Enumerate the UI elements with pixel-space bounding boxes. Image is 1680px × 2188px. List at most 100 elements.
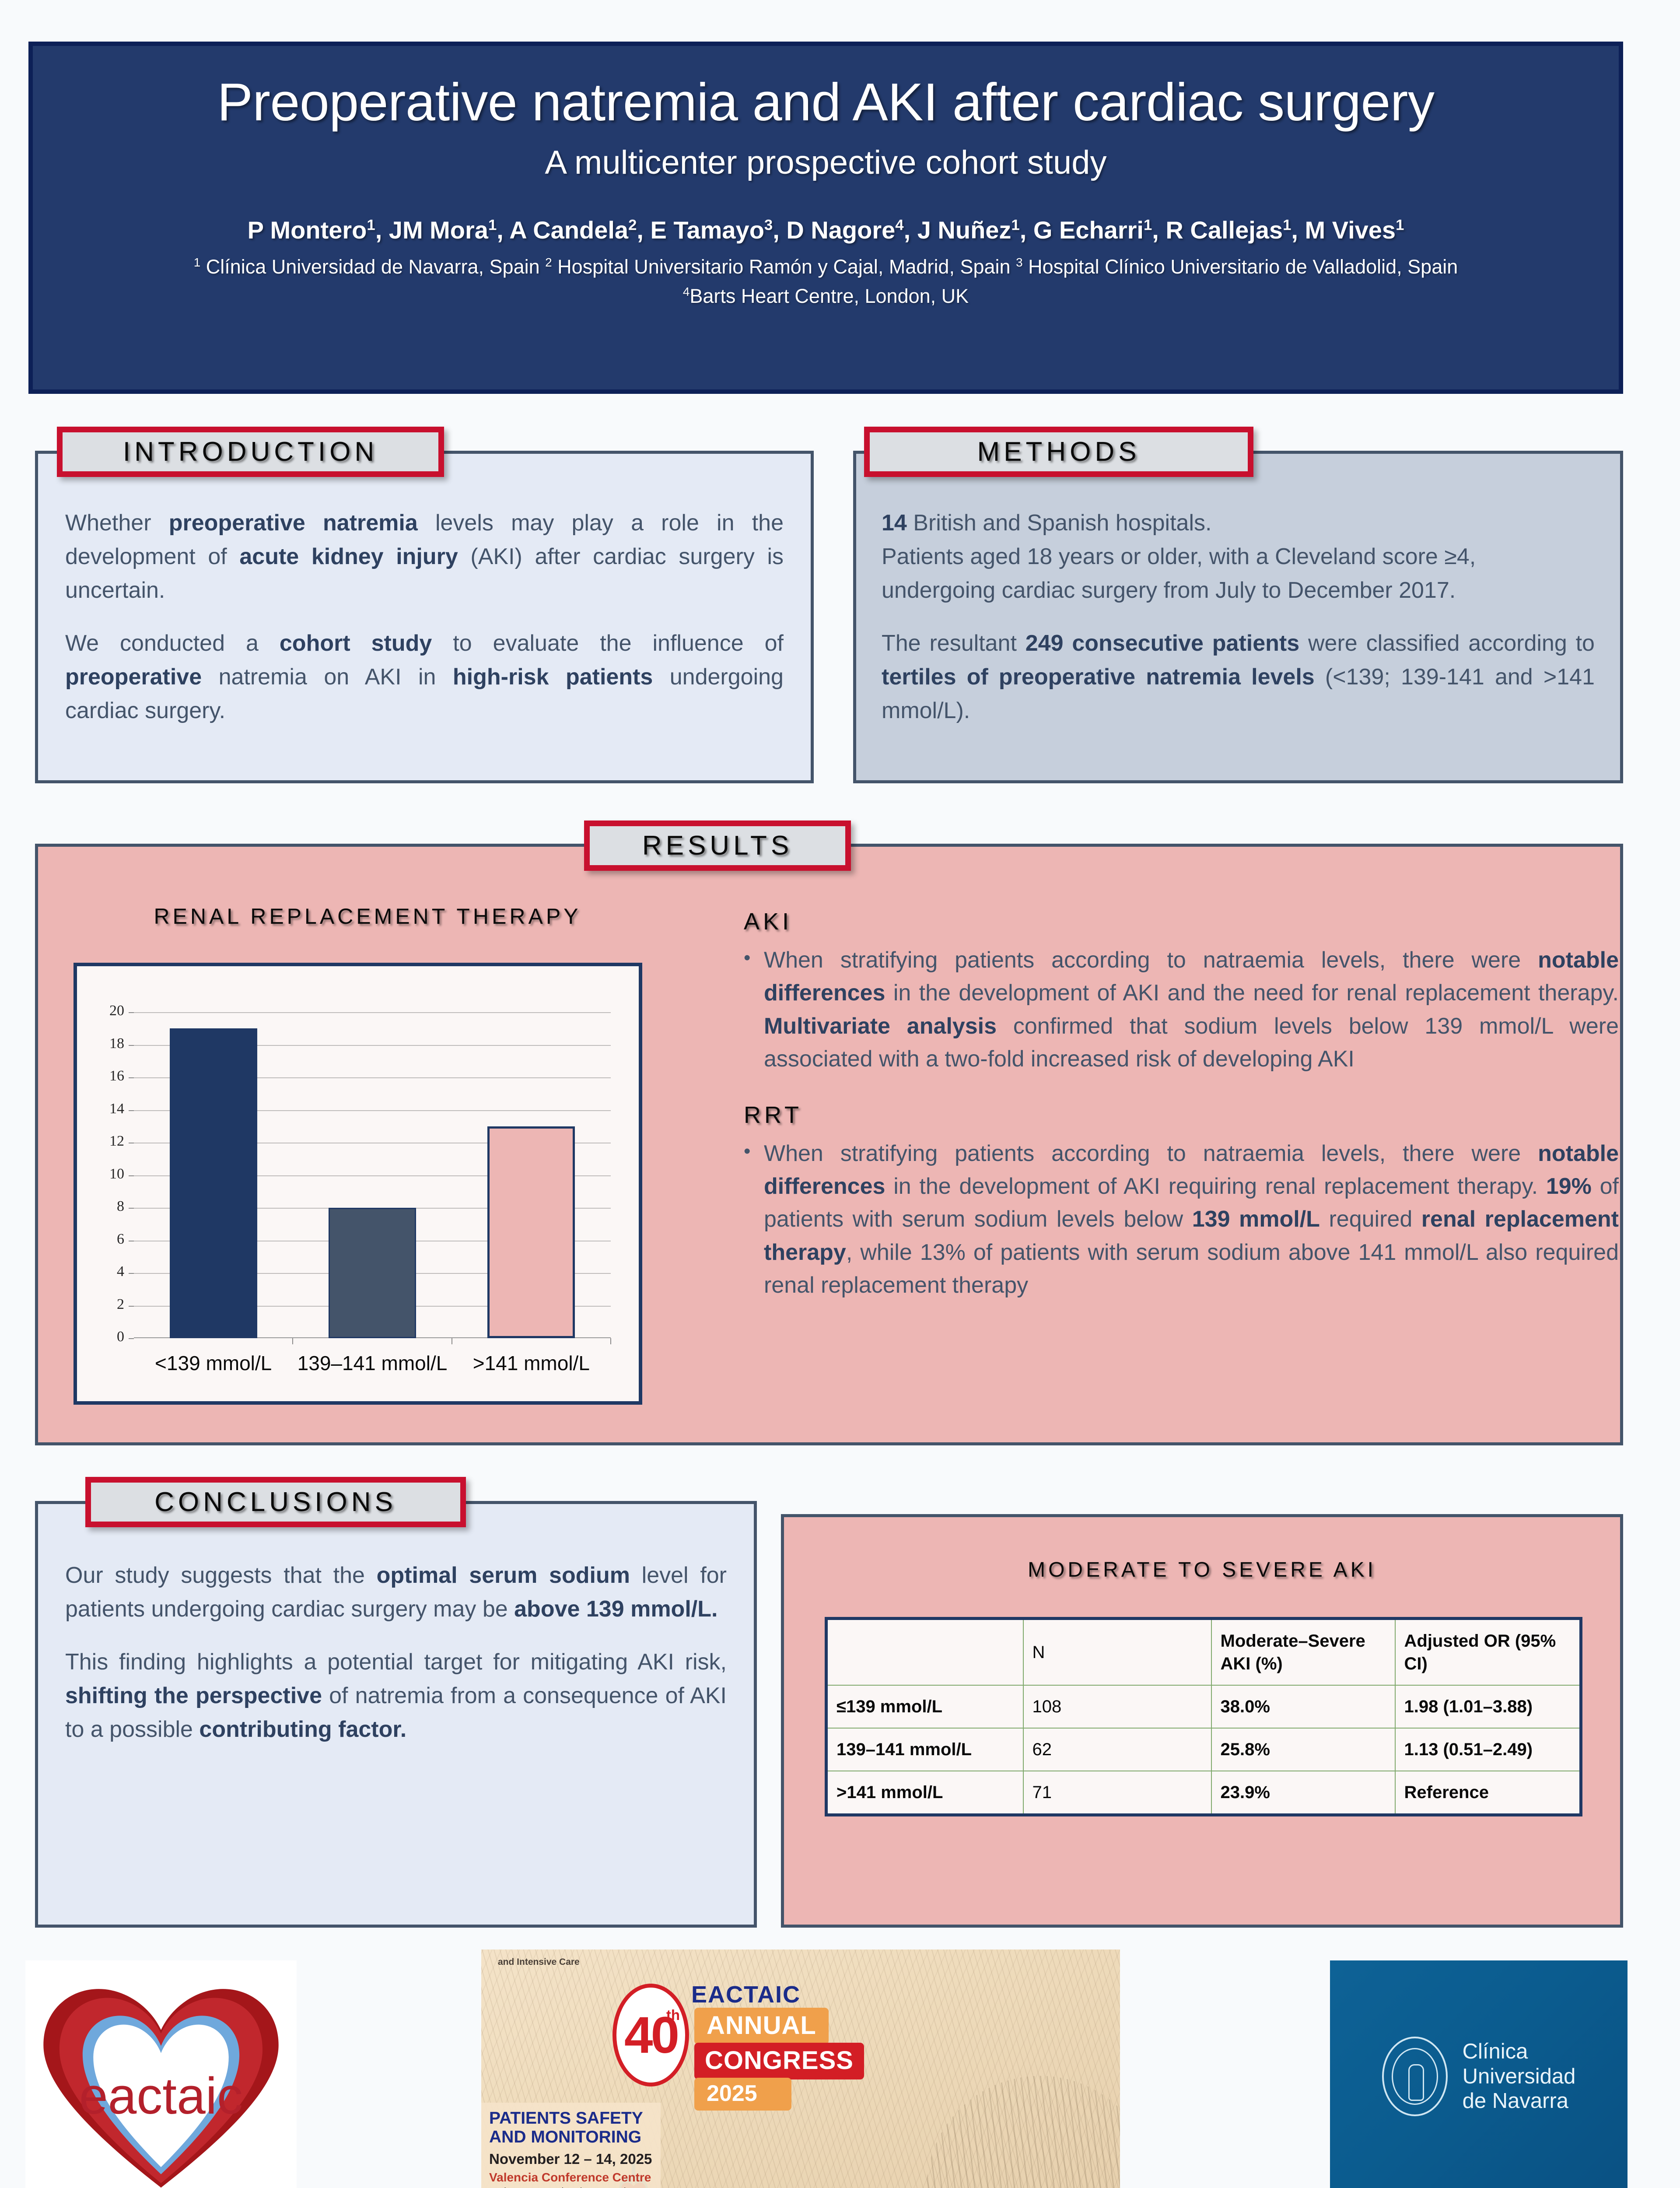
page-title: Preoperative natremia and AKI after card… (217, 72, 1435, 132)
table-header-row: N Moderate–Severe AKI (%) Adjusted OR (9… (826, 1618, 1582, 1686)
cun-line-2: Universidad (1462, 2064, 1576, 2088)
chart-tick-mark (129, 1338, 134, 1339)
chart-y-tick-label: 4 (117, 1263, 124, 1280)
chart-gridline (134, 1175, 611, 1176)
aki-bullet-text: When stratifying patients according to n… (764, 947, 1619, 1072)
rrt-heading: RRT (744, 1101, 803, 1128)
chart-y-tick-label: 18 (109, 1035, 124, 1052)
congress-annual-label: ANNUAL (694, 2008, 829, 2044)
chart-y-tick-label: 8 (117, 1198, 124, 1214)
chart-gridline (134, 1012, 611, 1013)
table-header-cell: Adjusted OR (95% CI) (1394, 1618, 1582, 1686)
aki-table-title: MODERATE TO SEVERE AKI (1028, 1558, 1376, 1581)
congress-theme: PATIENTS SAFETY AND MONITORING (489, 2108, 643, 2147)
section-tab-introduction-label: INTRODUCTION (122, 437, 378, 467)
congress-address: Avda. Cortes Valencianas, 60 | Valencia,… (489, 2186, 654, 2188)
chart-category-separator (610, 1338, 611, 1344)
table-row: 139–141 mmol/L 62 25.8% 1.13 (0.51–2.49) (826, 1728, 1582, 1771)
table-cell: 71 (1022, 1771, 1212, 1816)
bullet-dot-icon: • (744, 1140, 751, 1162)
aki-results-table: N Moderate–Severe AKI (%) Adjusted OR (9… (825, 1617, 1582, 1816)
eactaic-wordmark: eactaic (79, 2067, 243, 2125)
congress-society-subline: and Intensive Care (498, 1957, 580, 1967)
congress-venue: Valencia Conference Centre (489, 2170, 651, 2184)
congress-year: 2025 (694, 2078, 791, 2111)
bullet-dot-icon: • (744, 947, 751, 968)
university-seal-icon (1382, 2037, 1448, 2116)
table-header-cell: Moderate–Severe AKI (%) (1211, 1618, 1396, 1686)
table-cell: Reference (1394, 1771, 1582, 1816)
table-header-cell: N (1022, 1618, 1212, 1686)
poster-header: Preoperative natremia and AKI after card… (28, 42, 1623, 394)
congress-footer-block: PATIENTS SAFETY AND MONITORING November … (481, 2102, 661, 2188)
rrt-bullet-text: When stratifying patients according to n… (764, 1140, 1619, 1298)
table-cell: 23.9% (1211, 1771, 1396, 1816)
table-cell: 25.8% (1211, 1728, 1396, 1771)
introduction-paragraph-2: We conducted a cohort study to evaluate … (65, 630, 784, 723)
section-tab-methods: METHODS (864, 427, 1253, 477)
chart-plot-area: 0 2 4 6 8 10 12 14 16 18 20 (109, 1003, 611, 1345)
methods-panel: 14 British and Spanish hospitals. Patient… (853, 451, 1623, 783)
chart-x-tick-label: <139 mmol/L (155, 1352, 272, 1375)
rrt-bar-chart: 0 2 4 6 8 10 12 14 16 18 20 <139 mmol/L 139–141 mmo… (74, 963, 642, 1405)
congress-number: 40 (624, 2006, 679, 2064)
author-list: P Montero1, JM Mora1, A Candela2, E Tama… (247, 216, 1404, 244)
chart-bar (329, 1208, 416, 1338)
chart-y-tick-label: 10 (109, 1165, 124, 1182)
table-cell: 38.0% (1211, 1685, 1396, 1729)
chart-gridline (134, 1045, 611, 1046)
table-body: ≤139 mmol/L 108 38.0% 1.98 (1.01–3.88) 139–1… (826, 1685, 1582, 1816)
section-tab-introduction: INTRODUCTION (57, 427, 444, 477)
chart-gridline (134, 1110, 611, 1111)
chart-tick-mark (129, 1175, 134, 1176)
chart-x-tick-label: 139–141 mmol/L (297, 1352, 448, 1375)
chart-y-tick-label: 12 (109, 1133, 124, 1149)
results-text-column: AKI • When stratifying patients accordin… (744, 908, 1619, 1302)
chart-tick-mark (129, 1305, 134, 1307)
congress-congress-label: CONGRESS (694, 2043, 864, 2079)
introduction-panel: Whether preoperative natremia levels may… (35, 451, 814, 783)
chart-x-tick-label: >141 mmol/L (472, 1352, 590, 1375)
cun-line-1: Clínica (1462, 2039, 1528, 2063)
cun-line-3: de Navarra (1462, 2089, 1569, 2113)
table-cell: 108 (1022, 1685, 1212, 1729)
introduction-paragraph-1: Whether preoperative natremia levels may… (65, 510, 784, 603)
rrt-bullet: • When stratifying patients according to… (744, 1137, 1619, 1302)
table-cell: 139–141 mmol/L (826, 1728, 1024, 1771)
chart-tick-mark (129, 1077, 134, 1078)
section-tab-results-label: RESULTS (642, 831, 793, 861)
conclusions-paragraph-2: This finding highlights a potential targ… (65, 1649, 727, 1742)
cun-wordmark: Clínica Universidad de Navarra (1463, 2039, 1576, 2114)
aki-heading: AKI (744, 908, 793, 935)
table-cell: 1.13 (0.51–2.49) (1394, 1728, 1582, 1771)
table-cell: 1.98 (1.01–3.88) (1394, 1685, 1582, 1729)
aki-bullet: • When stratifying patients according to… (744, 944, 1619, 1076)
chart-y-tick-label: 20 (109, 1003, 124, 1019)
chart-tick-mark (129, 1012, 134, 1013)
chart-y-tick-label: 14 (109, 1100, 124, 1117)
methods-paragraph-2: The resultant 249 consecutive patients w… (882, 630, 1595, 723)
methods-body: 14 British and Spanish hospitals. Patient… (882, 506, 1595, 728)
chart-title: RENAL REPLACEMENT THERAPY (154, 904, 581, 929)
chart-y-tick-label: 2 (117, 1296, 124, 1312)
methods-paragraph-1: 14 British and Spanish hospitals. Patient… (882, 510, 1476, 603)
eactaic-heart-icon: eactaic (43, 1989, 279, 2188)
section-tab-conclusions-label: CONCLUSIONS (154, 1487, 397, 1517)
poster-subtitle: A multicenter prospective cohort study (545, 144, 1107, 181)
conclusions-paragraph-1: Our study suggests that the optimal seru… (65, 1563, 727, 1622)
chart-tick-mark (129, 1208, 134, 1209)
congress-banner-logo: and Intensive Care 40 th EACTAIC ANNUAL … (481, 1950, 1120, 2188)
table-cell: ≤139 mmol/L (826, 1685, 1024, 1729)
chart-y-tick-label: 0 (117, 1329, 124, 1345)
congress-anniversary-badge: 40 th (612, 1984, 689, 2086)
chart-bar (169, 1028, 257, 1338)
eactaic-logo: eactaic (25, 1960, 297, 2188)
chart-y-tick-label: 6 (117, 1231, 124, 1247)
table-row: >141 mmol/L 71 23.9% Reference (826, 1771, 1582, 1816)
section-tab-methods-label: METHODS (977, 437, 1141, 467)
section-tab-results: RESULTS (584, 820, 851, 871)
chart-gridline (134, 1077, 611, 1078)
chart-tick-mark (129, 1045, 134, 1046)
chart-category-separator (292, 1338, 294, 1344)
section-tab-conclusions: CONCLUSIONS (85, 1477, 466, 1527)
